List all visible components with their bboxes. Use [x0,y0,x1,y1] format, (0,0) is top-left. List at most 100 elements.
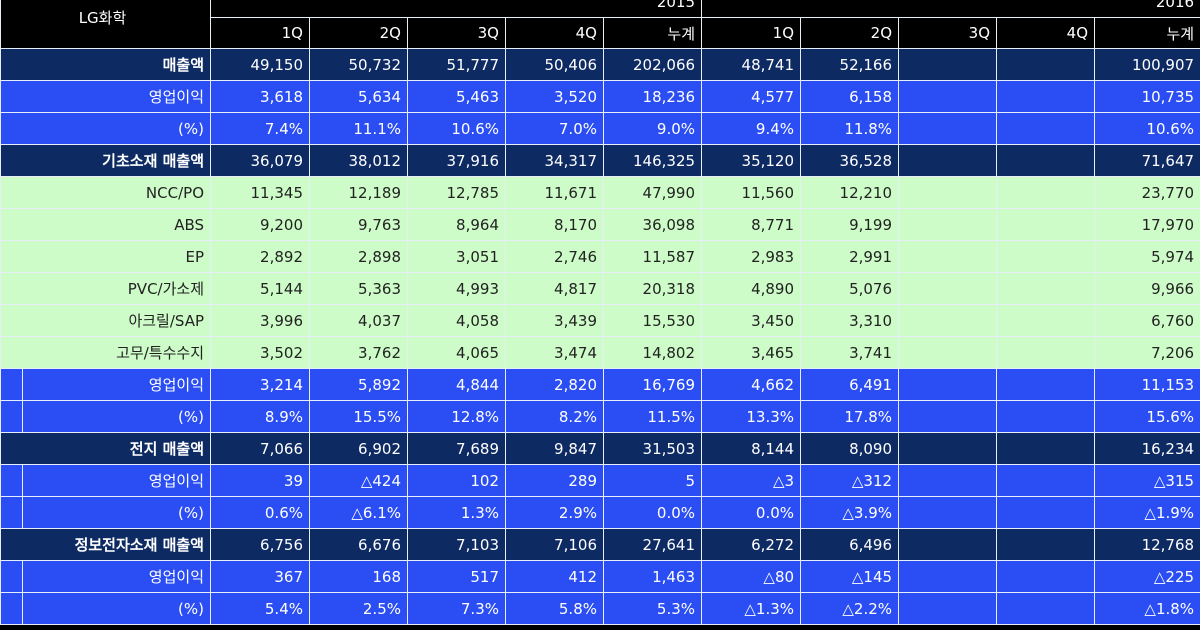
value-cell: 2,991 [800,240,900,273]
value-cell: 6,496 [800,528,900,561]
row-label: 영업이익 [0,80,211,113]
value-cell [996,144,1096,177]
cumulative-header: 누계 [602,17,703,49]
value-cell: 15.6% [1094,400,1200,433]
value-cell: 5,463 [407,80,506,113]
value-cell: 6,676 [309,528,408,561]
value-cell: 3,762 [309,336,408,369]
value-cell [996,336,1096,369]
value-cell [898,144,998,177]
value-cell [996,272,1096,305]
value-cell: 35,120 [701,144,802,177]
value-cell: 11.5% [602,400,703,433]
value-cell: 12,210 [800,176,900,209]
indent-spacer [0,464,23,497]
value-cell: 7.4% [210,112,310,145]
value-cell: △312 [800,464,900,497]
value-cell: 3,996 [210,304,310,337]
value-cell: 52,166 [800,48,900,81]
value-cell: 27,641 [602,528,703,561]
row-label: 아크릴/SAP [0,304,211,337]
row-label: NCC/PO [0,176,211,209]
value-cell: 48,741 [701,48,802,81]
value-cell: 8,144 [701,432,802,465]
value-cell: 13.3% [701,400,802,433]
table-row: (%) 5.4% 2.5% 7.3% 5.8% 5.3% △1.3% △2.2% △1.8% [0,592,1200,625]
value-cell: 31,503 [602,432,703,465]
value-cell: 2.5% [309,592,408,625]
value-cell: 7.0% [505,112,604,145]
value-cell: 6,491 [800,368,900,401]
row-label: 정보전자소재 매출액 [0,528,211,561]
value-cell: 9,847 [505,432,604,465]
value-cell: 4,058 [407,304,506,337]
year-2015-header: 2015 [209,0,703,18]
value-cell [996,528,1096,561]
value-cell [996,560,1096,593]
value-cell: △6.1% [309,496,408,529]
value-cell: 38,012 [309,144,408,177]
value-cell: 17,970 [1094,208,1200,241]
indent-spacer [0,496,23,529]
row-label: 기초소재 매출액 [0,144,211,177]
value-cell [996,400,1096,433]
table-row: ABS 9,200 9,763 8,964 8,170 36,098 8,771 9,199 1… [0,208,1200,241]
row-label: (%) [22,400,211,433]
value-cell: 36,079 [210,144,310,177]
value-cell: 18,236 [602,80,703,113]
value-cell: 12,785 [407,176,506,209]
value-cell: 4,817 [505,272,604,305]
row-label: ABS [0,208,211,241]
value-cell: 36,098 [602,208,703,241]
row-label: 영업이익 [22,464,211,497]
value-cell: 3,310 [800,304,900,337]
value-cell: 50,406 [505,48,604,81]
value-cell: 16,769 [602,368,703,401]
value-cell: 8,170 [505,208,604,241]
value-cell: 23,770 [1094,176,1200,209]
value-cell: 5,363 [309,272,408,305]
table-row: 영업이익 3,214 5,892 4,844 2,820 16,769 4,662 6,491… [0,368,1200,401]
value-cell [996,304,1096,337]
quarter-header: 2Q [800,17,900,49]
table-row: 영업이익 3,618 5,634 5,463 3,520 18,236 4,577 6,158… [0,80,1200,113]
value-cell: 37,916 [407,144,506,177]
table-row: (%) 0.6% △6.1% 1.3% 2.9% 0.0% 0.0% △3.9% △1.9% [0,496,1200,529]
value-cell: 9,763 [309,208,408,241]
indent-spacer [0,400,23,433]
header-year-row: LG화학 2015 2016 [0,0,1200,49]
value-cell: 9.0% [602,112,703,145]
table-body: 매출액 49,150 50,732 51,777 50,406 202,066 48,741… [0,48,1200,625]
value-cell [898,528,998,561]
value-cell: 2,820 [505,368,604,401]
value-cell: 3,502 [210,336,310,369]
indent-spacer [0,592,23,625]
value-cell: △2.2% [800,592,900,625]
value-cell: 0.0% [602,496,703,529]
value-cell: 1,463 [602,560,703,593]
value-cell: 289 [505,464,604,497]
value-cell: 5,892 [309,368,408,401]
value-cell: 3,214 [210,368,310,401]
table-row: 기초소재 매출액 36,079 38,012 37,916 34,317 146,325 3… [0,144,1200,177]
value-cell [898,80,998,113]
value-cell: 2.9% [505,496,604,529]
value-cell: △1.3% [701,592,802,625]
value-cell: △145 [800,560,900,593]
value-cell: 34,317 [505,144,604,177]
row-label: (%) [22,592,211,625]
value-cell: 3,450 [701,304,802,337]
value-cell: 5.4% [210,592,310,625]
value-cell [996,432,1096,465]
quarter-header: 1Q [210,17,310,49]
value-cell: 5,144 [210,272,310,305]
value-cell: 5.8% [505,592,604,625]
value-cell [996,176,1096,209]
value-cell: 47,990 [602,176,703,209]
row-label: 매출액 [0,48,211,81]
value-cell: 3,439 [505,304,604,337]
row-label: 영업이익 [22,368,211,401]
table-row: 아크릴/SAP 3,996 4,037 4,058 3,439 15,530 3,450 3,… [0,304,1200,337]
value-cell: 3,474 [505,336,604,369]
table-row: 영업이익 367 168 517 412 1,463 △80 △145 △225 [0,560,1200,593]
